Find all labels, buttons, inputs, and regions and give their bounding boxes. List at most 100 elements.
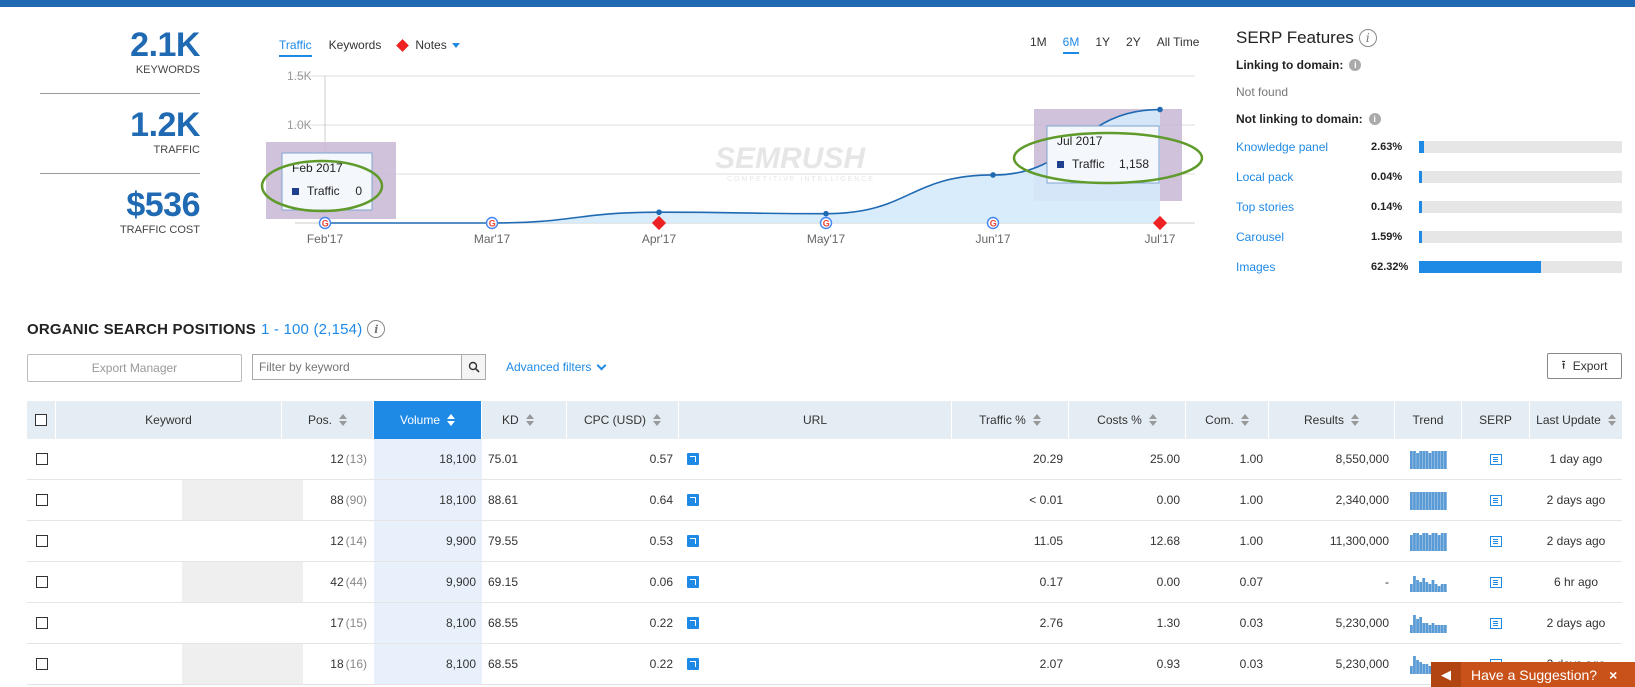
serp-feature-name[interactable]: Top stories: [1236, 200, 1295, 214]
trend-bar: [1416, 492, 1419, 510]
suggestion-widget[interactable]: ◀ Have a Suggestion? ×: [1431, 662, 1635, 687]
row-checkbox[interactable]: [35, 576, 48, 588]
row-checkbox[interactable]: [35, 617, 48, 629]
x-tick-label: May'17: [807, 232, 846, 246]
traffic-cost-metric[interactable]: $536 TRAFFIC COST: [40, 187, 201, 236]
row-checkbox[interactable]: [35, 453, 48, 465]
trend-sparkline[interactable]: [1410, 449, 1447, 469]
google-update-icon: [986, 216, 1000, 230]
col-last-update[interactable]: Last Update: [1530, 401, 1622, 439]
serp-snapshot-icon[interactable]: [1490, 617, 1502, 629]
tab-keywords[interactable]: Keywords: [328, 38, 382, 52]
external-link-icon[interactable]: [687, 658, 699, 670]
trend-bar: [1419, 662, 1423, 674]
trend-sparkline[interactable]: [1410, 490, 1447, 510]
serp-feature-name[interactable]: Local pack: [1236, 170, 1294, 184]
col-keyword[interactable]: Keyword: [56, 401, 282, 439]
table-body: 12 (13) 18,100 75.01 0.57 20.29 25.00 1.00 8,550…: [27, 439, 1622, 685]
competition-cell: 0.03: [1239, 616, 1263, 630]
serp-snapshot-icon[interactable]: [1490, 494, 1502, 506]
serp-features-title: SERP Features i: [1236, 28, 1626, 48]
trend-sparkline[interactable]: [1410, 572, 1447, 592]
period-all-time[interactable]: All Time: [1156, 35, 1200, 49]
serp-feature-name[interactable]: Carousel: [1236, 230, 1285, 244]
row-checkbox[interactable]: [35, 535, 48, 547]
external-link-icon[interactable]: [687, 453, 699, 465]
trend-sparkline[interactable]: [1410, 531, 1447, 551]
close-icon[interactable]: ×: [1609, 666, 1618, 683]
info-icon[interactable]: i: [1358, 29, 1377, 47]
row-checkbox[interactable]: [35, 494, 48, 506]
data-point: [1157, 106, 1163, 113]
serp-snapshot-icon[interactable]: [1490, 576, 1502, 588]
trend-bar: [1440, 451, 1444, 469]
competition-cell: 0.03: [1239, 657, 1263, 671]
info-icon[interactable]: i: [1349, 59, 1362, 71]
period-6m[interactable]: 6M: [1062, 35, 1080, 54]
serp-feature-bar-fill: [1419, 261, 1541, 273]
trend-bar: [1413, 615, 1416, 633]
table-row: 18 (16) 8,100 68.55 0.22 2.07 0.93 0.03 5,230,00…: [27, 644, 1622, 685]
info-icon[interactable]: i: [1368, 113, 1381, 125]
trend-bar: [1428, 453, 1432, 469]
google-update-letter: G: [322, 219, 329, 229]
keyword-cell[interactable]: [56, 603, 282, 643]
traffic-percent-cell: < 0.01: [1029, 493, 1063, 507]
advanced-filters-toggle[interactable]: Advanced filters: [506, 360, 607, 374]
col-com[interactable]: Com.: [1186, 401, 1269, 439]
period-1y[interactable]: 1Y: [1095, 35, 1111, 49]
position-cell: 12 (14): [282, 521, 374, 561]
col-costs[interactable]: Costs %: [1069, 401, 1186, 439]
trend-bar: [1425, 582, 1429, 592]
google-update-letter: G: [489, 219, 496, 229]
period-1m[interactable]: 1M: [1030, 35, 1047, 49]
external-link-icon[interactable]: [687, 535, 699, 547]
col-url[interactable]: URL: [679, 401, 952, 439]
col-traffic[interactable]: Traffic %: [952, 401, 1069, 439]
external-link-icon[interactable]: [687, 617, 699, 629]
filter-keyword-input[interactable]: [253, 355, 461, 379]
trend-cell: [1395, 480, 1462, 520]
note-marker-icon: [1152, 215, 1168, 231]
col-kd[interactable]: KD: [482, 401, 567, 439]
select-all-checkbox[interactable]: [35, 414, 47, 426]
trend-sparkline[interactable]: [1410, 613, 1447, 633]
serp-feature-percent: 62.32%: [1371, 261, 1409, 273]
traffic-metric[interactable]: 1.2K TRAFFIC: [40, 107, 200, 156]
col-volume[interactable]: Volume: [374, 401, 482, 439]
col-cpc[interactable]: CPC (USD): [567, 401, 679, 439]
period-2y[interactable]: 2Y: [1126, 35, 1141, 49]
sort-icon: [525, 414, 534, 426]
external-link-icon[interactable]: [687, 576, 699, 588]
tab-traffic[interactable]: Traffic: [279, 38, 312, 57]
keyword-cell[interactable]: [56, 521, 282, 561]
export-button[interactable]: ⭱ Export: [1547, 353, 1622, 379]
serp-feature-name[interactable]: Images: [1236, 260, 1276, 274]
serp-cell: [1462, 439, 1530, 479]
serp-snapshot-icon[interactable]: [1490, 535, 1502, 547]
annotation-circle: [1012, 131, 1204, 185]
trend-bar: [1440, 584, 1444, 592]
google-update-letter: G: [823, 219, 830, 229]
traffic-chart[interactable]: 1.5K1.0K500SEMRUSHCOMPETITIVE INTELLIGEN…: [260, 60, 1220, 265]
caret-down-icon: [451, 42, 460, 48]
notes-dropdown[interactable]: Notes: [396, 38, 460, 52]
row-checkbox[interactable]: [35, 658, 48, 670]
info-icon[interactable]: i: [367, 320, 386, 338]
upload-icon: ⭱: [1561, 357, 1566, 372]
keywords-metric[interactable]: 2.1K KEYWORDS: [40, 27, 200, 76]
col-serp-label: SERP: [1479, 413, 1512, 427]
search-button[interactable]: [461, 355, 485, 379]
serp-feature-name[interactable]: Knowledge panel: [1236, 140, 1329, 154]
col-results[interactable]: Results: [1269, 401, 1395, 439]
serp-snapshot-icon[interactable]: [1490, 453, 1502, 465]
keyword-cell[interactable]: [56, 439, 282, 479]
organic-title-text: ORGANIC SEARCH POSITIONS: [27, 320, 256, 338]
external-link-icon[interactable]: [687, 494, 699, 506]
col-pos[interactable]: Pos.: [282, 401, 374, 439]
results-cell: 2,340,000: [1335, 493, 1389, 507]
position-value: 88: [330, 493, 344, 507]
table-row: 17 (15) 8,100 68.55 0.22 2.76 1.30 0.03 5,230,00…: [27, 603, 1622, 644]
export-manager-button[interactable]: Export Manager: [27, 354, 242, 382]
kd-cell: 88.61: [488, 493, 519, 507]
